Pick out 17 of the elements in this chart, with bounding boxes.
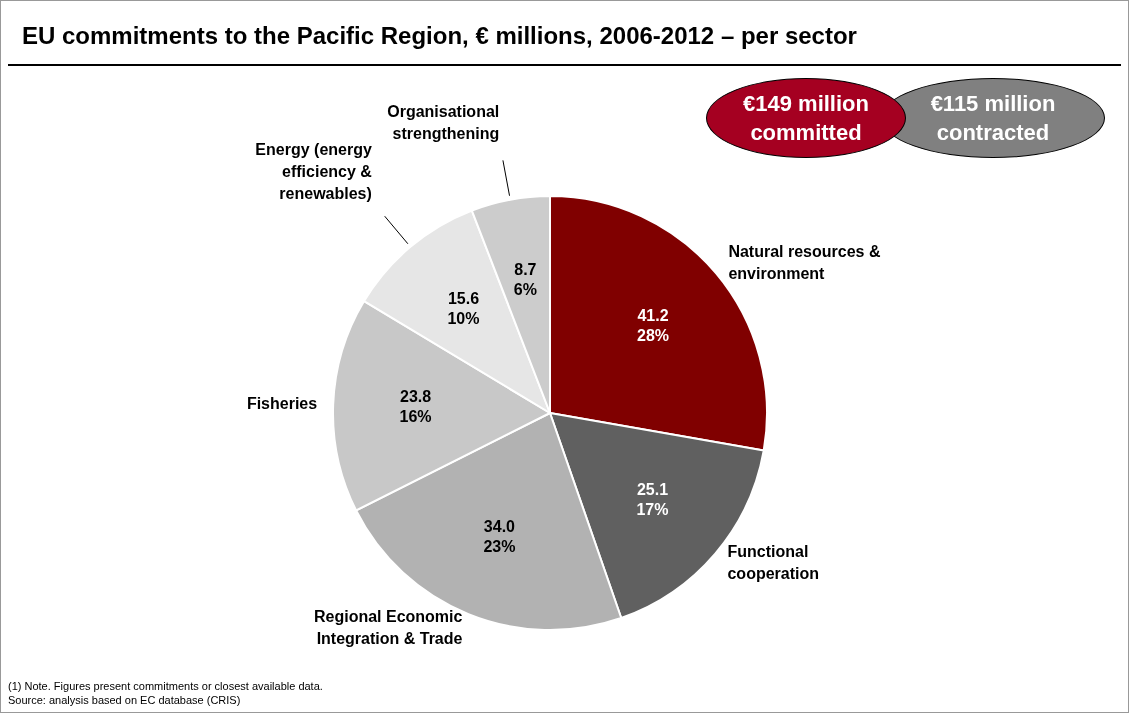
data-label: 34.0 23% [483, 518, 516, 556]
slice-label: Organisational strengthening [387, 103, 500, 143]
slice-label: Fisheries [246, 394, 318, 412]
slice-label: Regional Economic Integration & Trade [313, 608, 463, 648]
text: €149 million committed [706, 78, 906, 158]
text: €115 million contracted [881, 78, 1105, 158]
slice-label: Functional cooperation [727, 543, 820, 583]
slice-label: Energy (energy efficiency & renewables) [255, 141, 373, 203]
text: (1) Note. Figures present commitments or closest available data. [8, 679, 323, 693]
data-label: 23.8 16% [399, 388, 432, 426]
data-label: 41.2 28% [637, 306, 670, 344]
data-label: 8.7 6% [513, 261, 537, 299]
data-label: 25.1 17% [636, 480, 669, 518]
slice-label: Natural resources & environment [728, 242, 881, 282]
source-note: Source: analysis based on EC database (CRIS) [8, 693, 242, 707]
data-label: 15.6 10% [447, 290, 480, 328]
chart-title: EU commitments to the Pacific Region, € millions, 2006-2012 – per sector [22, 22, 857, 50]
